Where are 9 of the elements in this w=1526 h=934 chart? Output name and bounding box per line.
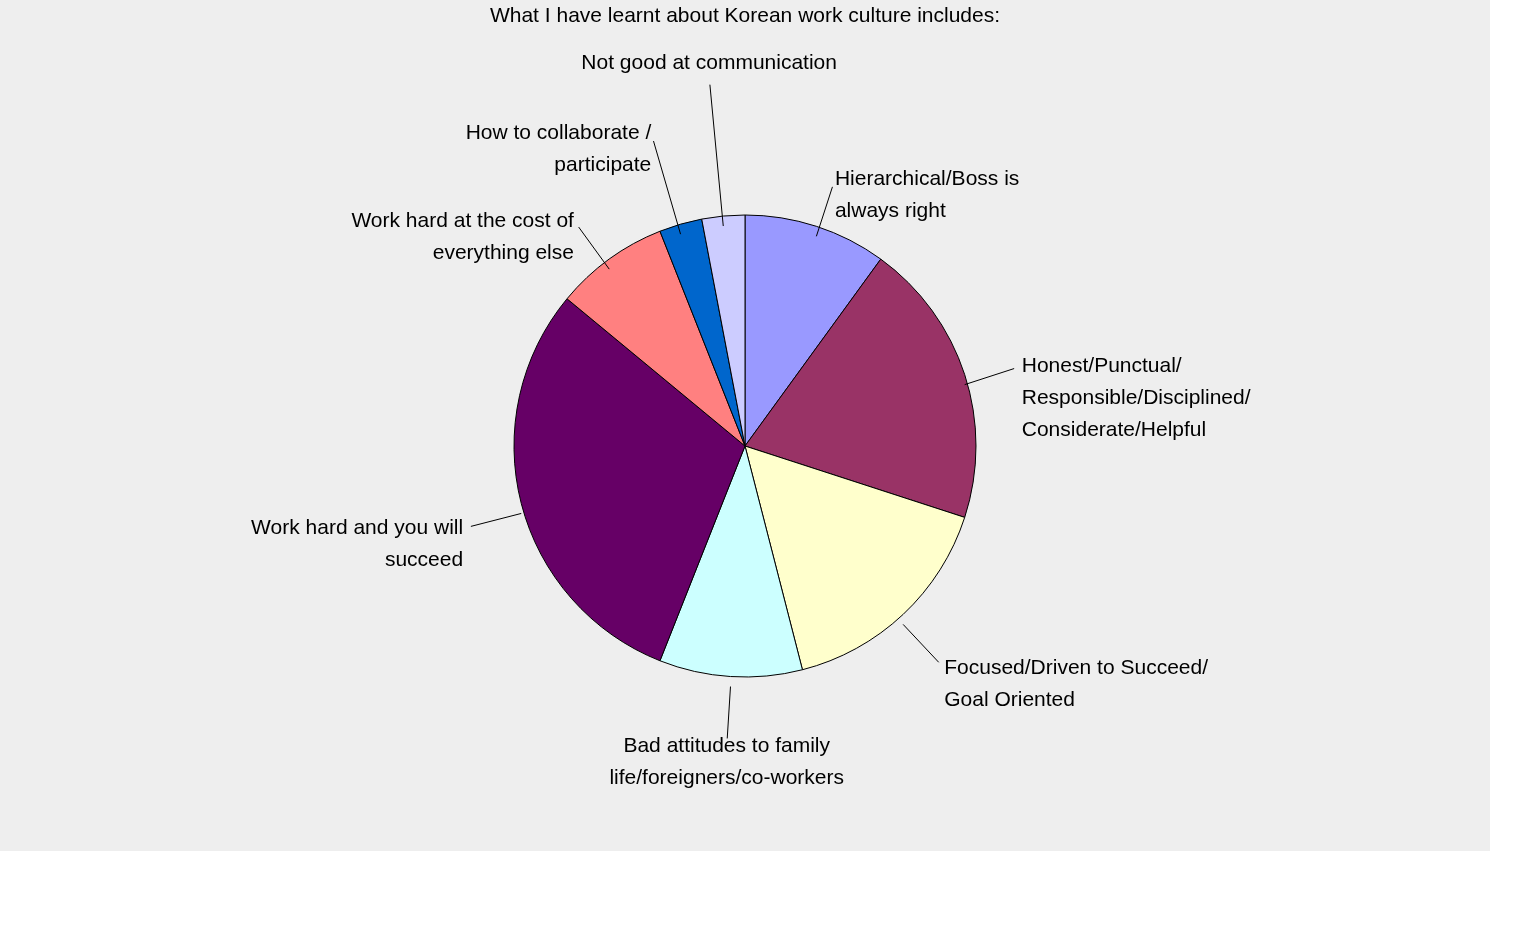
slice-label: Bad attitudes to family life/foreigners/co-workers	[609, 733, 845, 789]
slice-label: Work hard at the cost of everything else	[351, 207, 575, 263]
slice-label: Not good at communication	[581, 49, 837, 73]
slice-label: Focused/Driven to Succeed/Goal Oriented	[944, 655, 1209, 711]
slice-label: How to collaborate / participate	[465, 120, 652, 176]
chart-title: What I have learnt about Korean work culture includes:	[489, 3, 1001, 26]
slice-label: Hierarchical/Boss is always right	[834, 166, 1020, 222]
slice-label: Honest/Punctual/Responsible/Disciplined/Considerate/Helpful	[1021, 353, 1251, 441]
slice-label: Work hard and you will succeed	[251, 515, 464, 571]
